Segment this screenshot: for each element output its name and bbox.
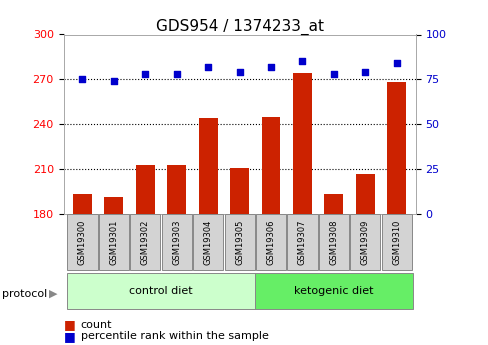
- Bar: [287, 215, 317, 270]
- Text: protocol: protocol: [2, 289, 48, 299]
- Text: count: count: [81, 320, 112, 330]
- Text: ■: ■: [63, 330, 75, 343]
- Text: GSM19304: GSM19304: [203, 220, 212, 265]
- Text: GSM19302: GSM19302: [141, 220, 149, 265]
- Bar: [261, 117, 280, 214]
- Bar: [386, 82, 406, 214]
- Bar: [292, 73, 311, 214]
- Bar: [324, 195, 343, 214]
- Text: GSM19300: GSM19300: [78, 220, 87, 265]
- Bar: [230, 168, 248, 214]
- Point: [392, 60, 400, 66]
- Bar: [136, 165, 154, 214]
- Text: GSM19307: GSM19307: [297, 220, 306, 265]
- Point: [172, 71, 180, 77]
- Text: ▶: ▶: [48, 289, 57, 299]
- Point: [235, 69, 243, 75]
- Bar: [104, 197, 123, 214]
- Bar: [99, 215, 129, 270]
- Point: [110, 78, 118, 84]
- Bar: [67, 215, 97, 270]
- Bar: [355, 174, 374, 214]
- Text: ketogenic diet: ketogenic diet: [294, 286, 373, 296]
- Bar: [130, 215, 160, 270]
- Text: GSM19306: GSM19306: [266, 220, 275, 265]
- Text: GSM19309: GSM19309: [360, 220, 369, 265]
- Bar: [198, 118, 217, 214]
- Text: control diet: control diet: [129, 286, 192, 296]
- Text: GSM19308: GSM19308: [329, 220, 338, 265]
- Bar: [318, 215, 348, 270]
- Point: [298, 59, 306, 64]
- Bar: [349, 215, 380, 270]
- Bar: [193, 215, 223, 270]
- Bar: [381, 215, 411, 270]
- Bar: [162, 215, 191, 270]
- Point: [141, 71, 149, 77]
- Text: percentile rank within the sample: percentile rank within the sample: [81, 332, 268, 341]
- Text: GSM19303: GSM19303: [172, 220, 181, 265]
- Point: [266, 64, 274, 70]
- Bar: [73, 195, 92, 214]
- Text: GDS954 / 1374233_at: GDS954 / 1374233_at: [155, 19, 323, 35]
- Text: GSM19310: GSM19310: [391, 220, 401, 265]
- Bar: [255, 273, 412, 308]
- Bar: [66, 273, 255, 308]
- Point: [329, 71, 337, 77]
- Text: GSM19301: GSM19301: [109, 220, 118, 265]
- Bar: [167, 165, 186, 214]
- Point: [204, 64, 212, 70]
- Bar: [255, 215, 285, 270]
- Bar: [224, 215, 254, 270]
- Text: GSM19305: GSM19305: [235, 220, 244, 265]
- Point: [79, 77, 86, 82]
- Point: [361, 69, 368, 75]
- Text: ■: ■: [63, 318, 75, 332]
